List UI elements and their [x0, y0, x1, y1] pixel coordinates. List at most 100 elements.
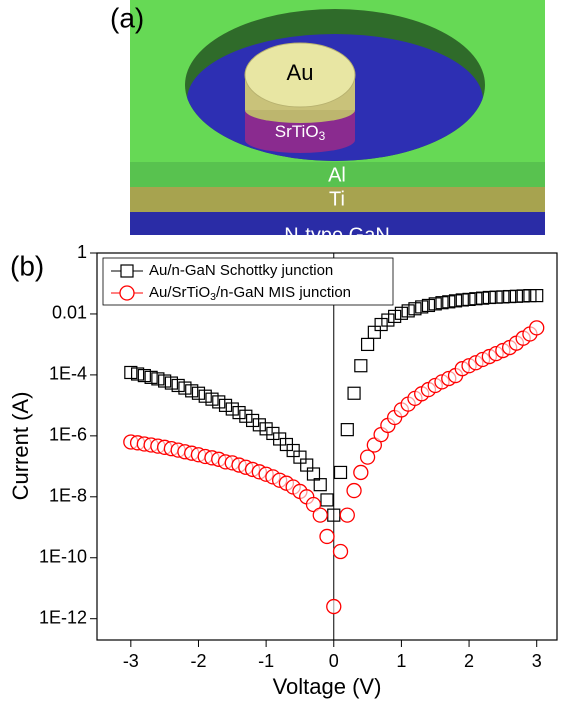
y-tick-label: 1E-8	[49, 486, 87, 506]
data-point	[489, 290, 503, 304]
data-point	[482, 290, 496, 305]
data-point	[442, 295, 456, 309]
data-point	[252, 418, 266, 432]
data-point	[305, 496, 322, 513]
data-point	[415, 300, 429, 314]
y-tick-label: 1E-4	[49, 364, 87, 384]
x-tick-label: -2	[190, 651, 206, 671]
data-point	[130, 367, 145, 381]
data-point	[124, 365, 138, 380]
data-point	[374, 317, 388, 332]
data-point	[496, 290, 510, 304]
data-point	[232, 405, 246, 420]
al-layer	[130, 162, 545, 187]
gan-layer	[130, 212, 545, 235]
x-tick-label: -1	[258, 651, 274, 671]
data-point	[333, 465, 348, 480]
data-point	[381, 313, 395, 327]
data-point	[401, 304, 415, 318]
data-point	[503, 289, 517, 304]
data-point	[306, 467, 321, 481]
data-point	[191, 386, 206, 400]
y-tick-label: 1E-12	[39, 607, 87, 627]
au-top	[244, 42, 356, 108]
y-tick-label: 0.01	[52, 303, 87, 323]
data-point	[245, 413, 260, 428]
x-axis-label: Voltage (V)	[273, 674, 382, 699]
data-point	[529, 320, 545, 336]
y-tick-label: 1E-10	[39, 546, 87, 566]
layer-label: Ti	[329, 188, 345, 210]
data-point	[326, 598, 342, 615]
plot-frame	[96, 252, 558, 641]
data-point	[469, 292, 483, 306]
data-point	[475, 291, 490, 305]
data-point	[346, 482, 362, 499]
data-point	[158, 374, 172, 388]
data-point	[312, 507, 328, 523]
data-point	[360, 337, 375, 352]
x-tick-label: 2	[464, 651, 474, 671]
data-point	[198, 389, 212, 403]
data-point	[178, 381, 192, 395]
data-point	[455, 293, 469, 307]
data-point	[239, 409, 253, 423]
data-point	[225, 402, 239, 416]
data-point	[388, 309, 402, 324]
data-point	[137, 368, 151, 383]
data-point	[394, 306, 409, 320]
data-point	[286, 443, 300, 458]
data-point	[354, 359, 368, 373]
y-axis-label: Current (A)	[8, 392, 33, 501]
data-point	[516, 289, 530, 303]
data-point	[313, 478, 327, 492]
data-point	[332, 543, 349, 560]
data-point	[421, 298, 436, 313]
y-tick-label: 1E-6	[49, 425, 87, 445]
data-point	[319, 528, 335, 545]
insulator-label: SrTiO3	[275, 122, 326, 143]
legend-box	[102, 257, 394, 306]
data-point	[339, 507, 355, 523]
data-point	[340, 423, 354, 437]
data-point	[259, 422, 273, 436]
x-tick-label: 3	[532, 651, 542, 671]
panel-label: (a)	[110, 2, 144, 33]
data-point	[300, 458, 314, 472]
data-point	[293, 450, 307, 464]
device-schematic: Au SrTiO3 Al Ti N-type GaN	[130, 0, 545, 246]
legend-label: Au/n-GaN Schottky junction	[149, 262, 333, 279]
data-point	[435, 296, 449, 310]
x-tick-label: 0	[329, 651, 339, 671]
data-point	[151, 372, 165, 386]
data-point	[218, 398, 233, 412]
data-point	[523, 289, 537, 303]
data-point	[530, 289, 544, 303]
y-tick-label: 1	[77, 242, 87, 262]
data-point	[347, 386, 361, 400]
data-point	[320, 493, 334, 507]
data-point	[212, 395, 226, 409]
x-tick-label: -3	[123, 651, 139, 671]
legend-marker	[120, 264, 134, 278]
x-tick-label: 1	[396, 651, 406, 671]
data-point	[428, 297, 442, 311]
electrode-label: Au	[287, 60, 314, 85]
data-point	[509, 289, 524, 303]
legend-label: Au/SrTiO3/n-GaN MIS junction	[149, 284, 351, 303]
legend-marker	[119, 285, 135, 301]
data-point	[171, 378, 185, 393]
data-point	[359, 449, 376, 465]
ti-layer	[130, 187, 545, 212]
data-point	[353, 464, 369, 481]
data-point	[448, 294, 463, 308]
layer-label: N-type GaN	[284, 224, 390, 246]
panel-label: (b)	[10, 250, 44, 281]
data-point	[462, 292, 476, 307]
data-point	[367, 325, 381, 339]
data-point	[408, 302, 422, 316]
data-point	[144, 370, 158, 384]
layer-label: Al	[328, 164, 346, 186]
data-point	[205, 392, 219, 406]
